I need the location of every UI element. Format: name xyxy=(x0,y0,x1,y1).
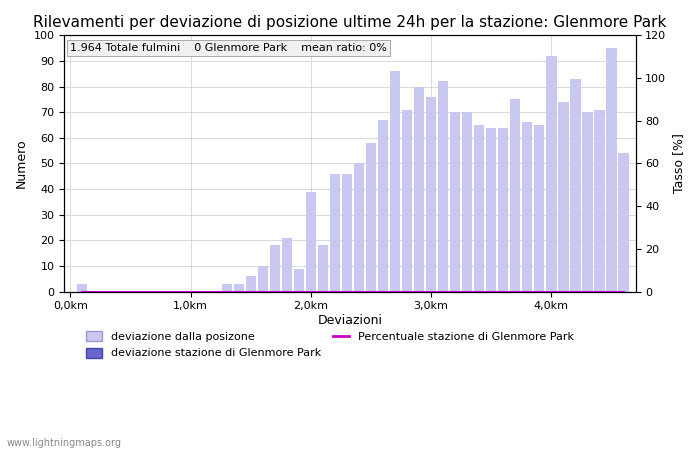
Bar xyxy=(486,128,496,292)
Bar xyxy=(390,71,400,292)
Bar xyxy=(258,266,268,292)
Bar xyxy=(402,110,412,292)
Bar xyxy=(438,81,448,292)
Bar xyxy=(426,97,436,292)
Bar xyxy=(606,48,617,292)
Bar xyxy=(294,269,304,292)
Bar xyxy=(534,125,545,292)
Bar xyxy=(221,284,232,292)
Bar xyxy=(366,143,376,292)
Bar xyxy=(281,238,292,292)
Bar xyxy=(414,86,424,292)
Bar xyxy=(510,99,520,292)
Bar xyxy=(594,110,605,292)
Bar xyxy=(234,284,244,292)
Bar xyxy=(246,276,256,292)
Bar xyxy=(462,112,472,292)
Text: 1.964 Totale fulmini    0 Glenmore Park    mean ratio: 0%: 1.964 Totale fulmini 0 Glenmore Park mea… xyxy=(70,43,387,53)
Bar xyxy=(378,120,388,292)
Bar xyxy=(270,246,280,292)
Bar xyxy=(498,128,508,292)
Y-axis label: Tasso [%]: Tasso [%] xyxy=(672,134,685,194)
Bar xyxy=(570,79,580,292)
Bar xyxy=(306,192,316,292)
Bar xyxy=(559,102,568,292)
Bar xyxy=(77,284,88,292)
X-axis label: Deviazioni: Deviazioni xyxy=(317,314,382,327)
Bar xyxy=(330,174,340,292)
Bar xyxy=(582,112,593,292)
Bar xyxy=(318,246,328,292)
Bar xyxy=(522,122,533,292)
Bar xyxy=(354,163,364,292)
Text: www.lightningmaps.org: www.lightningmaps.org xyxy=(7,438,122,448)
Bar xyxy=(546,56,556,292)
Bar xyxy=(450,112,461,292)
Title: Rilevamenti per deviazione di posizione ultime 24h per la stazione: Glenmore Par: Rilevamenti per deviazione di posizione … xyxy=(34,15,666,30)
Bar xyxy=(619,153,629,292)
Y-axis label: Numero: Numero xyxy=(15,139,28,188)
Legend: deviazione dalla posizone, deviazione stazione di Glenmore Park, Percentuale sta: deviazione dalla posizone, deviazione st… xyxy=(81,327,579,363)
Bar xyxy=(342,174,352,292)
Bar xyxy=(474,125,484,292)
